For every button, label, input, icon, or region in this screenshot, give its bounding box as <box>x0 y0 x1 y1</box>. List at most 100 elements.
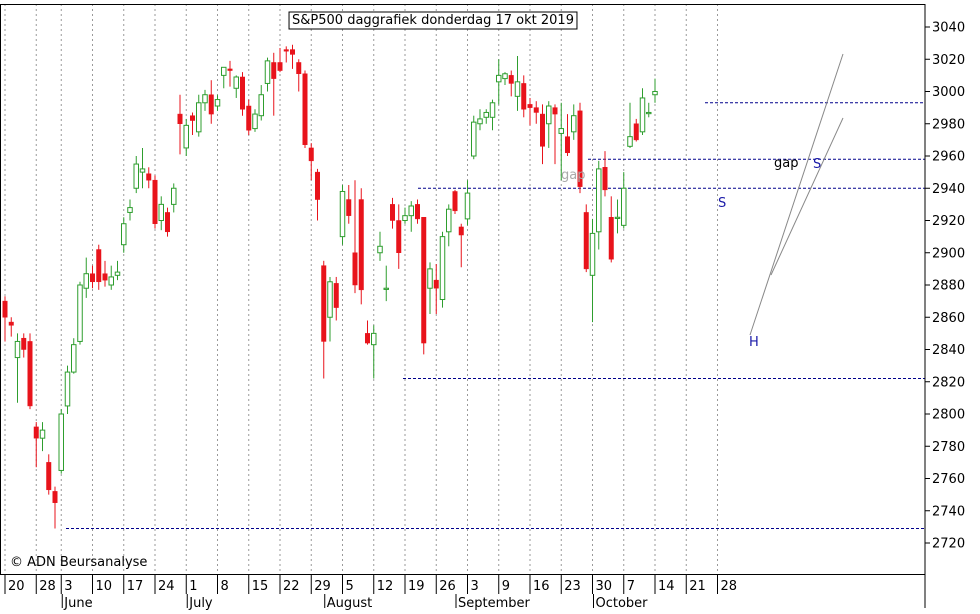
annotation-s-right-shoulder: S <box>813 157 821 172</box>
candle-body-up <box>377 245 383 254</box>
candle-body-up <box>327 281 333 318</box>
candle-body-up <box>596 168 602 233</box>
y-tick-label: 3000 <box>932 85 965 100</box>
candle-body-down <box>177 113 183 124</box>
annotation-h-head: H <box>749 335 759 350</box>
candle-body-up <box>402 215 408 222</box>
candle-body-down <box>2 300 8 318</box>
candle-body-up <box>233 76 239 89</box>
x-tick-label: 30 <box>596 579 613 594</box>
y-tick-label: 3040 <box>932 21 965 36</box>
month-label: August <box>327 596 373 610</box>
candle-body-up <box>408 205 414 217</box>
candle-body-up <box>127 207 133 213</box>
candle-body-down <box>421 217 427 344</box>
candle-body-down <box>415 204 420 220</box>
x-tick-label: 28 <box>39 579 56 594</box>
candle-body-down <box>308 147 314 162</box>
candle-body-up <box>121 223 127 246</box>
x-tick-label: 3 <box>64 579 72 594</box>
candle-body-down <box>508 75 514 84</box>
month-label: September <box>458 596 531 610</box>
candle-body-down <box>396 220 402 253</box>
candle-body-up <box>196 102 202 133</box>
candle-body-up <box>258 94 264 117</box>
candle-body-down <box>346 199 352 216</box>
candle-body-up <box>514 81 521 97</box>
grid-layer <box>4 4 718 574</box>
candle-body-down <box>458 226 464 236</box>
candle-body-up <box>614 216 621 219</box>
candle-body-down <box>102 273 108 281</box>
x-tick-label: 19 <box>408 579 425 594</box>
candle-body-up <box>14 340 21 359</box>
candle-body-down <box>290 49 295 55</box>
candle-body-up <box>621 187 627 226</box>
candle-body-down <box>21 337 27 350</box>
month-label: October <box>596 596 649 610</box>
candle-body-up <box>39 429 46 439</box>
candle-body-down <box>633 123 639 141</box>
candle-body-down <box>333 283 339 308</box>
candle-body-up <box>427 268 433 289</box>
candle-body-down <box>452 191 458 212</box>
candle-body-down <box>27 341 33 407</box>
candle-body-up <box>77 284 83 342</box>
y-tick-label: 2900 <box>932 246 965 261</box>
month-label: July <box>188 596 213 610</box>
candle-body-down <box>190 115 195 121</box>
y-tick-label: 2820 <box>932 375 965 390</box>
y-tick-label: 2940 <box>932 182 965 197</box>
annotation-gap-aug: gap <box>561 168 585 183</box>
month-label: June <box>63 596 92 610</box>
candle-body-down <box>521 83 527 110</box>
candle-body-up <box>383 287 389 290</box>
candle-body-down <box>240 76 245 110</box>
x-tick-label: 16 <box>533 579 550 594</box>
x-tick-label: 22 <box>283 579 300 594</box>
candle-body-up <box>214 99 221 107</box>
chart-title: S&P500 daggrafiek donderdag 17 okt 2019 <box>292 13 574 28</box>
x-tick-label: 28 <box>721 579 738 594</box>
candle-body-up <box>558 128 564 134</box>
candle-body-up <box>652 91 658 96</box>
candle-body-up <box>83 273 89 289</box>
candle-body-down <box>152 179 158 224</box>
x-tick-label: 29 <box>314 579 331 594</box>
candle-body-down <box>283 49 289 52</box>
y-tick-label: 2720 <box>932 537 965 552</box>
candle-body-down <box>246 105 252 131</box>
x-tick-label: 8 <box>221 579 229 594</box>
candle-body-down <box>565 136 570 154</box>
labels: gap gap S H S <box>561 156 821 350</box>
y-tick-label: 2800 <box>932 408 965 423</box>
candle-body-down <box>296 62 302 75</box>
candle-body-up <box>158 203 164 221</box>
candle-body-up <box>496 74 502 83</box>
candle-body-up <box>471 121 477 157</box>
candle-body-up <box>339 190 346 238</box>
candle-body-up <box>571 115 577 133</box>
y-tick-label: 2780 <box>932 440 965 455</box>
y-tick-label: 2860 <box>932 311 965 326</box>
candle-body-down <box>302 73 308 145</box>
x-tick-label: 26 <box>439 579 456 594</box>
trend-channel-lines <box>749 53 844 336</box>
copyright-label: © ADN Beursanalyse <box>10 555 147 570</box>
candle-body-down <box>602 167 608 191</box>
candle-body-down <box>315 171 320 200</box>
x-tick-label: 5 <box>346 579 354 594</box>
candle-body-up <box>477 118 483 125</box>
x-tick-label: 9 <box>502 579 510 594</box>
candle-body-down <box>321 265 327 342</box>
candle-body-up <box>639 97 646 133</box>
candle-body-down <box>352 252 358 286</box>
candle-body-down <box>96 249 102 283</box>
candle-body-down <box>608 217 614 260</box>
y-tick-label: 2880 <box>932 279 965 294</box>
candle-body-down <box>33 426 39 439</box>
candle-body-up <box>489 102 496 118</box>
candle-body-up <box>171 187 177 205</box>
candle-body-down <box>227 68 233 71</box>
